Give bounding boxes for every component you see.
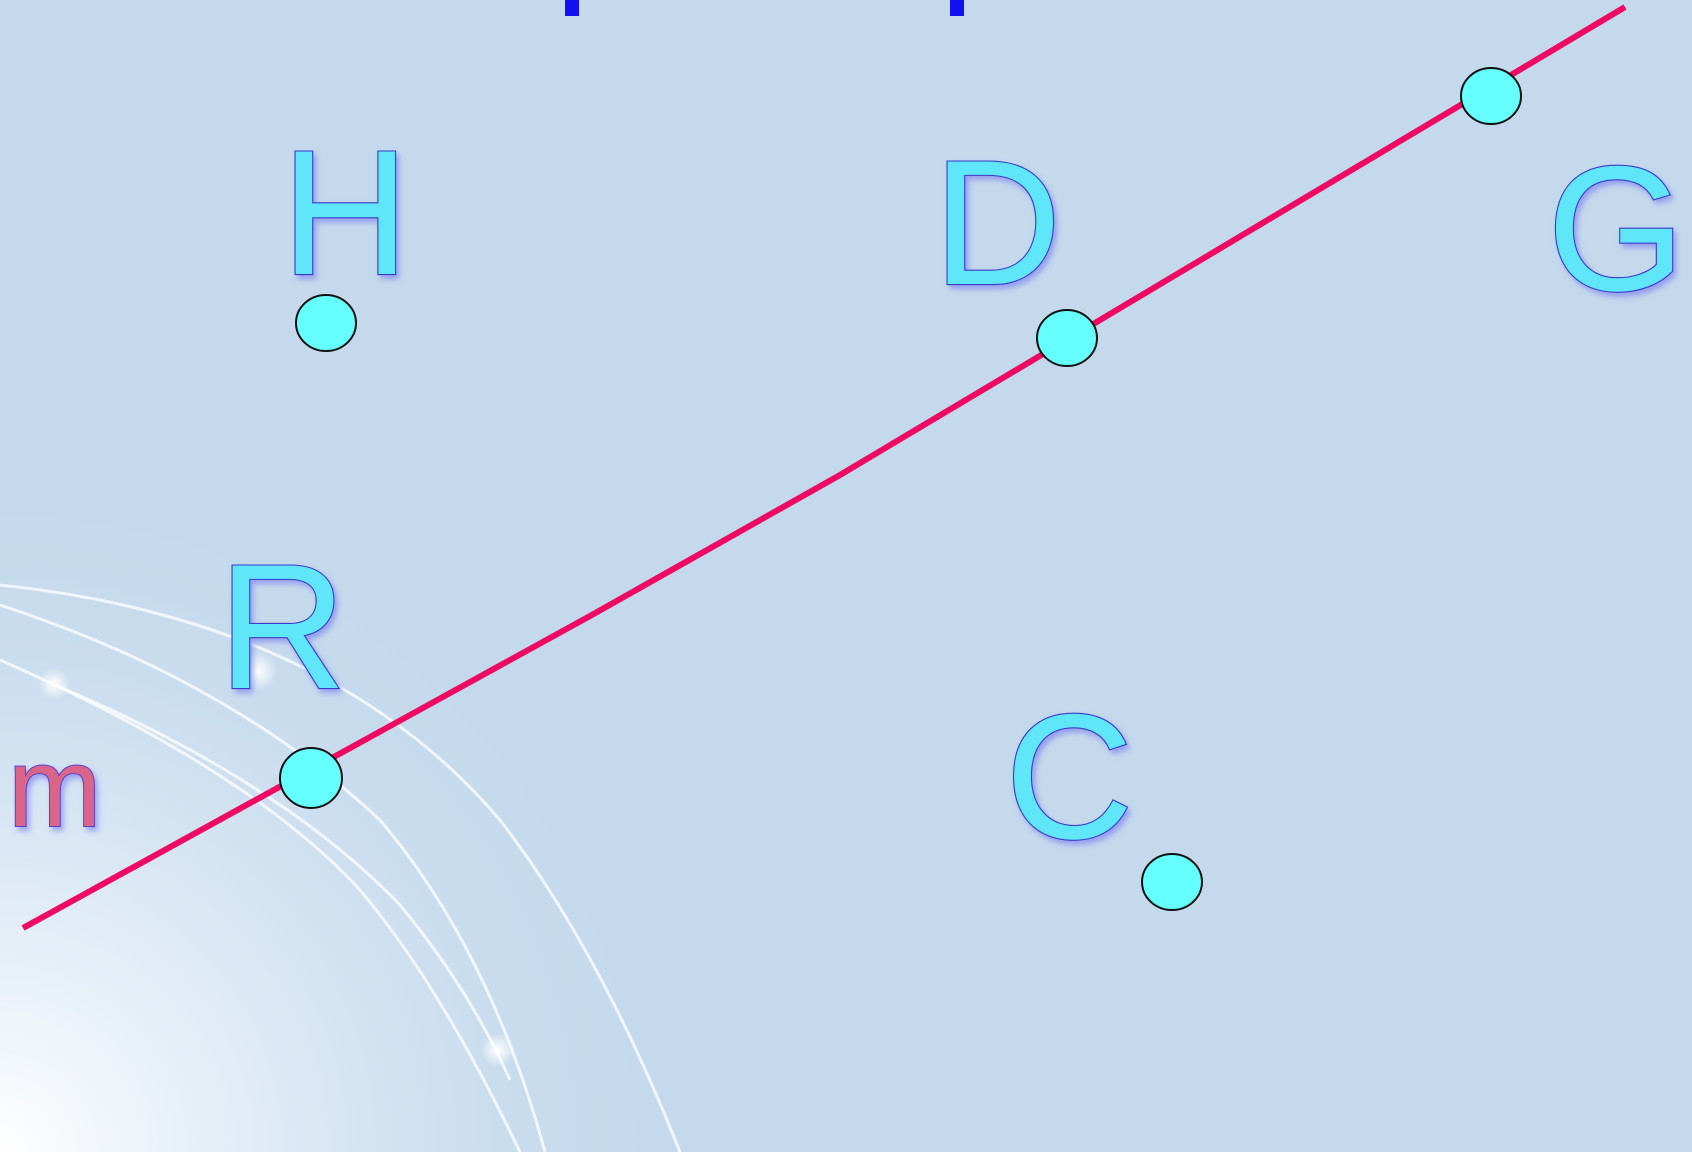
decorative-dot-2	[238, 651, 278, 691]
decorative-dot-3	[481, 1033, 515, 1067]
point-d	[1036, 309, 1098, 367]
label-r: R	[218, 527, 347, 726]
decorative-arcs	[0, 583, 682, 1152]
top-mark-left	[565, 0, 579, 16]
point-r	[279, 747, 343, 809]
label-line-m: m	[8, 725, 101, 850]
arc-1	[0, 583, 682, 1152]
label-d: D	[933, 123, 1062, 322]
arc-2	[0, 603, 547, 1152]
top-mark-right	[950, 0, 964, 16]
point-c	[1141, 853, 1203, 911]
decorative-dot-1	[38, 668, 70, 700]
arc-4	[0, 658, 522, 1152]
label-c: C	[1005, 677, 1134, 876]
label-h: H	[281, 113, 410, 312]
label-g: G	[1547, 129, 1685, 328]
point-g	[1460, 67, 1522, 125]
point-h	[295, 294, 357, 352]
arc-3	[54, 683, 512, 1081]
